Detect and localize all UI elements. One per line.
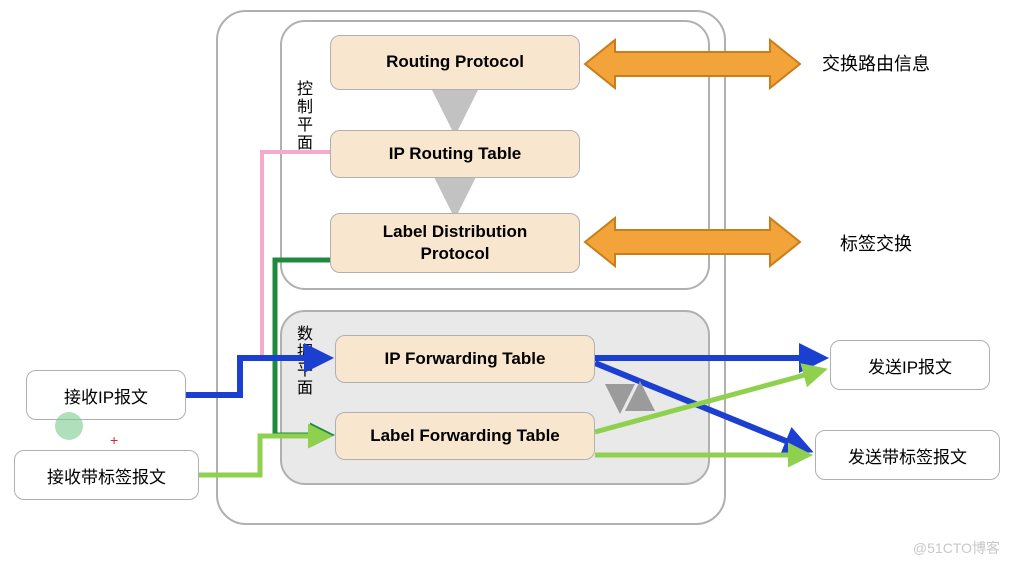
label-forwarding-table-box: Label Forwarding Table	[335, 412, 595, 460]
label-exchange-label: 标签交换	[840, 230, 912, 256]
plus-icon: +	[110, 432, 118, 448]
ip-routing-table-box: IP Routing Table	[330, 130, 580, 178]
recv-ip-box: 接收IP报文	[26, 370, 186, 420]
label-distribution-protocol-box: Label Distribution Protocol	[330, 213, 580, 273]
send-label-box: 发送带标签报文	[815, 430, 1000, 480]
watermark: @51CTO博客	[913, 538, 1000, 558]
recv-label-box: 接收带标签报文	[14, 450, 199, 500]
data-plane-label: 数据平面	[290, 325, 314, 397]
exchange-routing-info-label: 交换路由信息	[822, 50, 930, 76]
green-dot	[55, 412, 83, 440]
send-ip-box: 发送IP报文	[830, 340, 990, 390]
routing-protocol-box: Routing Protocol	[330, 35, 580, 90]
control-plane-label: 控制平面	[290, 80, 314, 152]
ip-forwarding-table-box: IP Forwarding Table	[335, 335, 595, 383]
